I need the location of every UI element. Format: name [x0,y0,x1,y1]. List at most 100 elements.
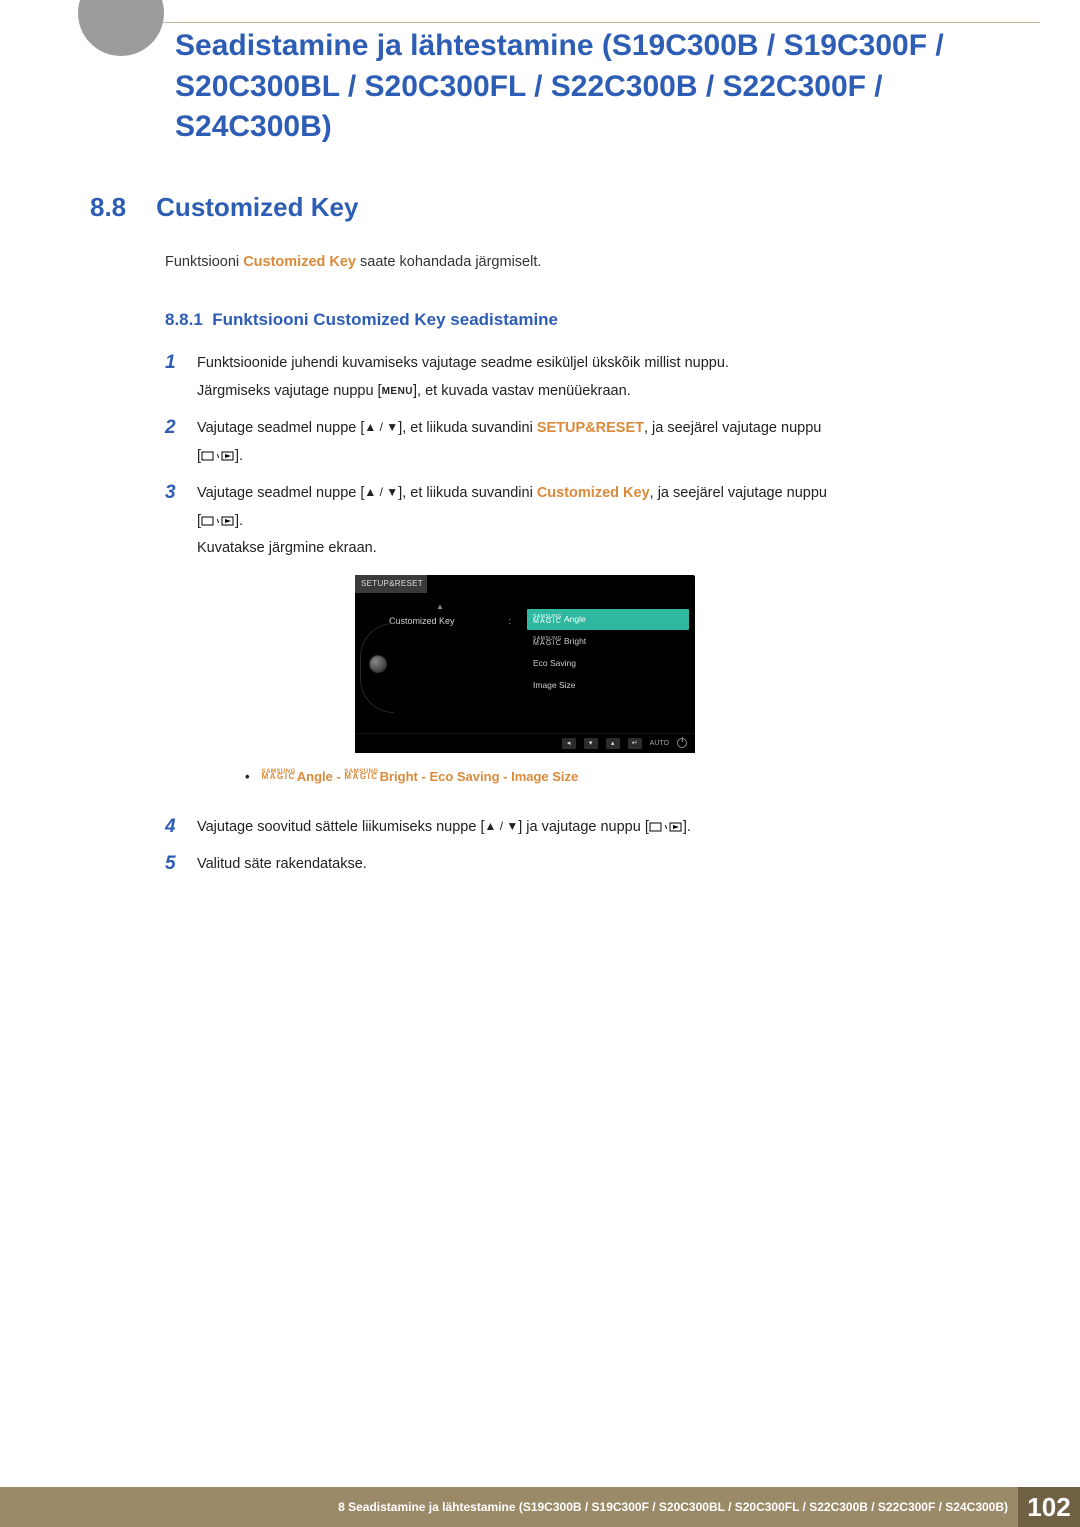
subsection-heading: 8.8.1 Funktsiooni Customized Key seadist… [165,310,558,330]
intro-prefix: Funktsiooni [165,254,243,270]
step-4: 4 Vajutage soovitud sättele liikumiseks … [165,814,1025,842]
intro-keyword: Customized Key [243,254,356,270]
osd-auto-label: AUTO [650,737,669,750]
section-heading: 8.8 Customized Key [90,192,358,223]
intro-suffix: saate kohandada järgmiselt. [356,254,541,270]
osd-option: Eco Saving [527,653,689,674]
bullet-dot: • [245,769,250,784]
text: ]. [235,448,243,464]
text: ]. [683,819,691,835]
rect-pair-icon [649,821,683,833]
osd-tab: SETUP&RESET [355,575,427,593]
osd-screenshot: SETUP&RESET ▲ Customized Key: SAMSUNGMAG… [355,575,695,753]
osd-tabbar: SETUP&RESET [355,575,695,593]
text: Vajutage seadmel nuppe [ [197,485,364,501]
osd-option-selected: SAMSUNGMAGICAngle [527,609,689,630]
subsection-title: Funktsiooni Customized Key seadistamine [212,310,558,329]
osd-down-icon: ▾ [584,738,598,749]
step-1-line-b: Järgmiseks vajutage nuppu [MENU], et kuv… [197,378,729,406]
rect-pair-icon [201,515,235,527]
section-number: 8.8 [90,192,126,223]
osd-right-pane: SAMSUNGMAGICAngle SAMSUNGMAGICBright Eco… [525,593,695,733]
step-number: 2 [165,415,181,470]
text: Angle [564,614,586,624]
keyword: Customized Key [537,485,650,501]
intro-text: Funktsiooni Customized Key saate kohanda… [165,254,541,270]
step-5: 5 Valitud säte rakendatakse. [165,851,1025,879]
osd-panel: SETUP&RESET ▲ Customized Key: SAMSUNGMAG… [355,575,695,753]
osd-enter-icon: ↵ [628,738,642,749]
step-1: 1 Funktsioonide juhendi kuvamiseks vajut… [165,350,1025,405]
step-2-line-a: Vajutage seadmel nuppe [▲ / ▼], et liiku… [197,415,821,443]
step-number: 4 [165,814,181,842]
chapter-badge [78,0,164,56]
text: Vajutage seadmel nuppe [ [197,420,364,436]
step-body: Vajutage soovitud sättele liikumiseks nu… [197,814,691,842]
step-3-line-b: []. [197,508,827,536]
text: Customized Key [389,616,455,626]
text: MAGIC [262,774,296,780]
sep: - [500,769,512,784]
step-body: Vajutage seadmel nuppe [▲ / ▼], et liiku… [197,480,827,803]
step-number: 5 [165,851,181,879]
text: , ja seejärel vajutage nuppu [650,485,827,501]
text: ] ja vajutage nuppu [ [518,819,649,835]
text: MAGIC [533,642,562,647]
osd-power-icon [677,738,687,748]
header-rule [90,22,1040,23]
osd-knob-icon [369,655,387,673]
page-number: 102 [1018,1487,1080,1527]
samsung-magic-logo: SAMSUNGMAGIC [533,638,562,646]
text: MAGIC [344,774,378,780]
up-down-icon: ▲ / ▼ [364,485,398,499]
text: Image Size [511,769,578,784]
footer-text: 8 Seadistamine ja lähtestamine (S19C300B… [0,1487,1018,1527]
colon: : [508,613,511,630]
samsung-magic-logo: SAMSUNGMAGIC [344,770,378,780]
text: ]. [235,513,243,529]
up-down-icon: ▲ / ▼ [484,819,518,833]
keyword: SETUP&RESET [537,420,644,436]
osd-footer: ◂ ▾ ▴ ↵ AUTO [355,733,695,753]
osd-scroll-up-icon: ▲ [361,599,519,609]
steps-list: 1 Funktsioonide juhendi kuvamiseks vajut… [165,350,1025,889]
step-3-line-c: Kuvatakse järgmine ekraan. [197,535,827,563]
text: ], et liikuda suvandini [398,420,537,436]
step-3-line-a: Vajutage seadmel nuppe [▲ / ▼], et liiku… [197,480,827,508]
section-title: Customized Key [156,192,358,223]
rect-pair-icon [201,450,235,462]
step-number: 1 [165,350,181,405]
options-bullet: •SAMSUNGMAGICAngle - SAMSUNGMAGICBright … [245,765,827,790]
osd-option: SAMSUNGMAGICBright [527,631,689,652]
step-2-line-b: []. [197,443,821,471]
text: ], et liikuda suvandini [398,485,537,501]
step-2: 2 Vajutage seadmel nuppe [▲ / ▼], et lii… [165,415,1025,470]
step-3: 3 Vajutage seadmel nuppe [▲ / ▼], et lii… [165,480,1025,803]
sep: - [418,769,430,784]
page-footer: 8 Seadistamine ja lähtestamine (S19C300B… [0,1487,1080,1527]
chapter-title: Seadistamine ja lähtestamine (S19C300B /… [175,26,1030,148]
text: Bright [380,769,418,784]
step-number: 3 [165,480,181,803]
up-down-icon: ▲ / ▼ [364,420,398,434]
menu-label: MENU [382,386,413,397]
step-1-line-a: Funktsioonide juhendi kuvamiseks vajutag… [197,350,729,378]
osd-left-pane: ▲ Customized Key: [355,593,525,733]
text: , ja seejärel vajutage nuppu [644,420,821,436]
step-body: Funktsioonide juhendi kuvamiseks vajutag… [197,350,729,405]
samsung-magic-logo: SAMSUNGMAGIC [262,770,296,780]
text: Angle [297,769,333,784]
sep: - [333,769,345,784]
samsung-magic-logo: SAMSUNGMAGIC [533,616,562,624]
subsection-number: 8.8.1 [165,310,203,329]
step-body: Valitud säte rakendatakse. [197,851,367,879]
step-body: Vajutage seadmel nuppe [▲ / ▼], et liiku… [197,415,821,470]
osd-up-icon: ▴ [606,738,620,749]
osd-back-icon: ◂ [562,738,576,749]
text: Vajutage soovitud sättele liikumiseks nu… [197,819,484,835]
text: Järgmiseks vajutage nuppu [ [197,383,382,399]
text: Bright [564,636,586,646]
osd-option: Image Size [527,675,689,696]
text: Eco Saving [429,769,499,784]
text: MAGIC [533,620,562,625]
